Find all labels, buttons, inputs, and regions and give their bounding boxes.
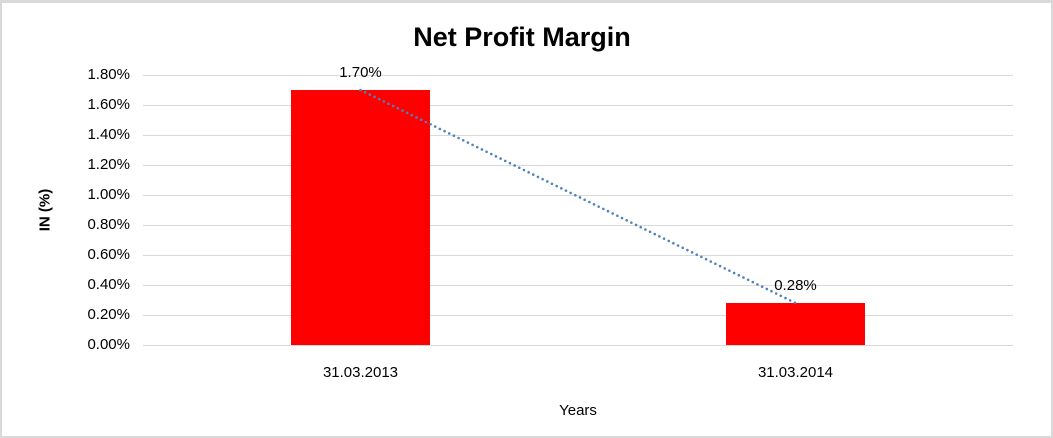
x-tick-label: 31.03.2014: [757, 364, 834, 381]
data-label: 0.28%: [774, 277, 817, 294]
y-tick-label: 1.00%: [87, 186, 130, 203]
bar-31.03.2013: [291, 90, 430, 345]
y-tick-label: 1.40%: [87, 126, 130, 143]
gridline: [143, 284, 1013, 286]
gridline: [143, 134, 1013, 136]
gridline: [143, 344, 1013, 346]
y-tick-label: 1.60%: [87, 96, 130, 113]
y-tick-label: 1.20%: [87, 156, 130, 173]
gridline: [143, 74, 1013, 76]
y-tick-label: 0.80%: [87, 216, 130, 233]
trendline: [359, 88, 797, 305]
y-tick-label: 0.20%: [87, 306, 130, 323]
x-axis-title: Years: [559, 402, 597, 419]
y-tick-label: 0.00%: [87, 336, 130, 353]
gridline: [143, 224, 1013, 226]
chart-title: Net Profit Margin: [413, 22, 631, 52]
y-axis-ticks: 0.00% 0.20% 0.40% 0.60% 0.80% 1.00% 1.20% 1.40%…: [0, 66, 130, 353]
gridline: [143, 104, 1013, 106]
data-label: 1.70%: [339, 64, 382, 81]
y-tick-label: 0.60%: [87, 246, 130, 263]
bar-31.03.2014: [726, 303, 865, 345]
y-tick-label: 0.40%: [87, 276, 130, 293]
gridline: [143, 314, 1013, 316]
gridline: [143, 164, 1013, 166]
gridline: [143, 254, 1013, 256]
x-tick-label: 31.03.2013: [322, 364, 399, 381]
plot-area: 1.70% 0.28%: [143, 64, 1013, 346]
y-tick-label: 1.80%: [87, 66, 130, 83]
gridline: [143, 194, 1013, 196]
